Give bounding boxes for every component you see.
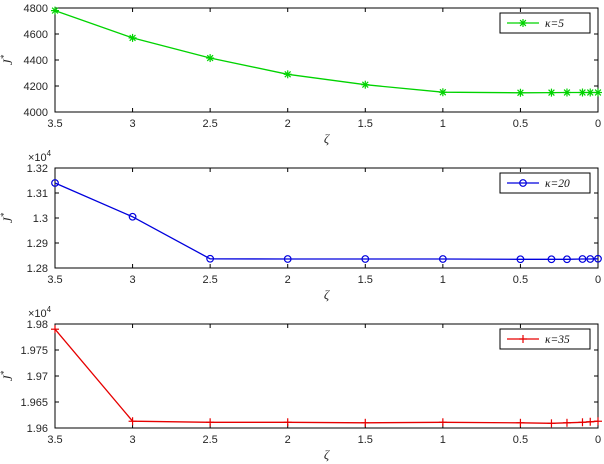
x-tick-label: 3.5: [47, 274, 62, 286]
data-marker: [516, 255, 525, 264]
y-tick-label: 4000: [24, 107, 48, 119]
legend-marker-sample: [519, 335, 527, 343]
data-marker: [51, 6, 59, 15]
data-marker: [547, 255, 556, 264]
x-axis-label: ζ: [324, 287, 330, 302]
data-marker: [586, 417, 595, 426]
data-marker: [594, 254, 602, 263]
data-marker: [283, 255, 292, 263]
data-marker: [586, 255, 595, 263]
y-tick-label: 1.98: [27, 319, 48, 331]
x-tick-label: 0: [595, 434, 601, 446]
data-marker: [594, 88, 602, 97]
y-tick-label: 4200: [24, 81, 48, 93]
data-marker: [206, 418, 215, 427]
data-marker: [438, 418, 447, 427]
data-marker: [516, 88, 525, 97]
legend-label: κ=5: [545, 18, 564, 30]
data-marker: [361, 80, 370, 89]
data-marker: [578, 255, 587, 263]
data-marker: [438, 255, 447, 263]
data-marker: [438, 88, 447, 97]
x-tick-label: 2.5: [202, 118, 217, 130]
x-tick-label: 2: [285, 274, 291, 286]
data-marker: [128, 212, 137, 221]
data-marker: [128, 417, 137, 426]
y-axis-label: J*: [0, 212, 15, 223]
data-marker: [516, 418, 525, 427]
data-marker: [586, 88, 595, 97]
data-marker: [283, 418, 292, 427]
x-tick-label: 3.5: [47, 118, 62, 130]
x-tick-label: 2.5: [202, 274, 217, 286]
legend: κ=5: [499, 12, 591, 34]
x-tick-label: 3: [130, 434, 136, 446]
x-tick-label: 1: [440, 118, 446, 130]
x-tick-label: 0: [595, 118, 601, 130]
legend-label: κ=35: [545, 334, 570, 346]
x-axis-label: ζ: [324, 131, 330, 146]
x-tick-label: 0: [595, 274, 601, 286]
y-axis-exponent: ×104: [28, 305, 52, 320]
x-tick-label: 3: [130, 274, 136, 286]
data-marker: [206, 254, 215, 263]
x-tick-label: 3.5: [47, 434, 62, 446]
y-tick-label: 1.31: [27, 188, 48, 200]
y-tick-label: 1.97: [27, 371, 48, 383]
x-tick-label: 1: [440, 434, 446, 446]
legend: κ=35: [499, 328, 591, 350]
legend-marker-sample: [519, 19, 527, 27]
data-marker: [547, 419, 556, 428]
x-tick-label: 0.5: [513, 434, 528, 446]
y-tick-label: 1.3: [33, 213, 48, 225]
data-marker: [578, 418, 587, 427]
chart-panel-kappa-5: 3.5 3 2.5 2 1.5 1 0.5 0 4000 4200 4400 4600 4800 ζ J* κ…: [0, 3, 602, 146]
legend: κ=20: [499, 172, 591, 194]
data-marker: [51, 179, 59, 187]
x-tick-label: 1.5: [358, 274, 373, 286]
y-tick-label: 1.28: [27, 263, 48, 275]
x-tick-label: 2.5: [202, 434, 217, 446]
data-marker: [361, 418, 370, 427]
y-axis-exponent: ×104: [28, 149, 52, 164]
y-axis-label: J*: [0, 370, 15, 381]
x-tick-label: 2: [285, 434, 291, 446]
legend-label: κ=20: [545, 178, 570, 190]
data-marker: [206, 54, 215, 63]
chart-panel-kappa-35: 3.5 3 2.5 2 1.5 1 0.5 0 1.96 1.965 1.97 1.975 1.98×1…: [0, 305, 602, 462]
data-marker: [51, 325, 59, 334]
data-marker: [547, 88, 556, 97]
data-marker: [283, 70, 292, 79]
data-marker: [562, 88, 571, 97]
y-tick-label: 1.965: [20, 397, 48, 409]
data-marker: [361, 255, 370, 263]
x-tick-label: 3: [130, 118, 136, 130]
data-line: [54, 182, 599, 260]
x-axis-label: ζ: [324, 447, 330, 462]
x-tick-label: 2: [285, 118, 291, 130]
y-tick-label: 1.96: [27, 423, 48, 435]
y-tick-label: 4400: [24, 55, 48, 67]
chart-panel-kappa-20: 3.5 3 2.5 2 1.5 1 0.5 0 1.28 1.29 1.3 1.31 1.32×104 ζ…: [0, 149, 602, 302]
x-tick-label: 1.5: [358, 434, 373, 446]
legend-marker-sample: [519, 179, 527, 187]
y-axis-label: J*: [0, 54, 15, 65]
data-marker: [128, 33, 137, 42]
y-tick-label: 4800: [24, 3, 48, 15]
y-tick-label: 1.29: [27, 238, 48, 250]
data-marker: [578, 88, 587, 97]
y-tick-label: 1.975: [20, 345, 48, 357]
y-tick-label: 4600: [24, 29, 48, 41]
data-marker: [563, 255, 571, 264]
data-marker: [594, 417, 602, 426]
x-tick-label: 0.5: [513, 118, 528, 130]
x-tick-label: 0.5: [513, 274, 528, 286]
y-tick-label: 1.32: [27, 163, 48, 175]
x-tick-label: 1: [440, 274, 446, 286]
x-tick-label: 1.5: [358, 118, 373, 130]
data-marker: [562, 418, 571, 427]
